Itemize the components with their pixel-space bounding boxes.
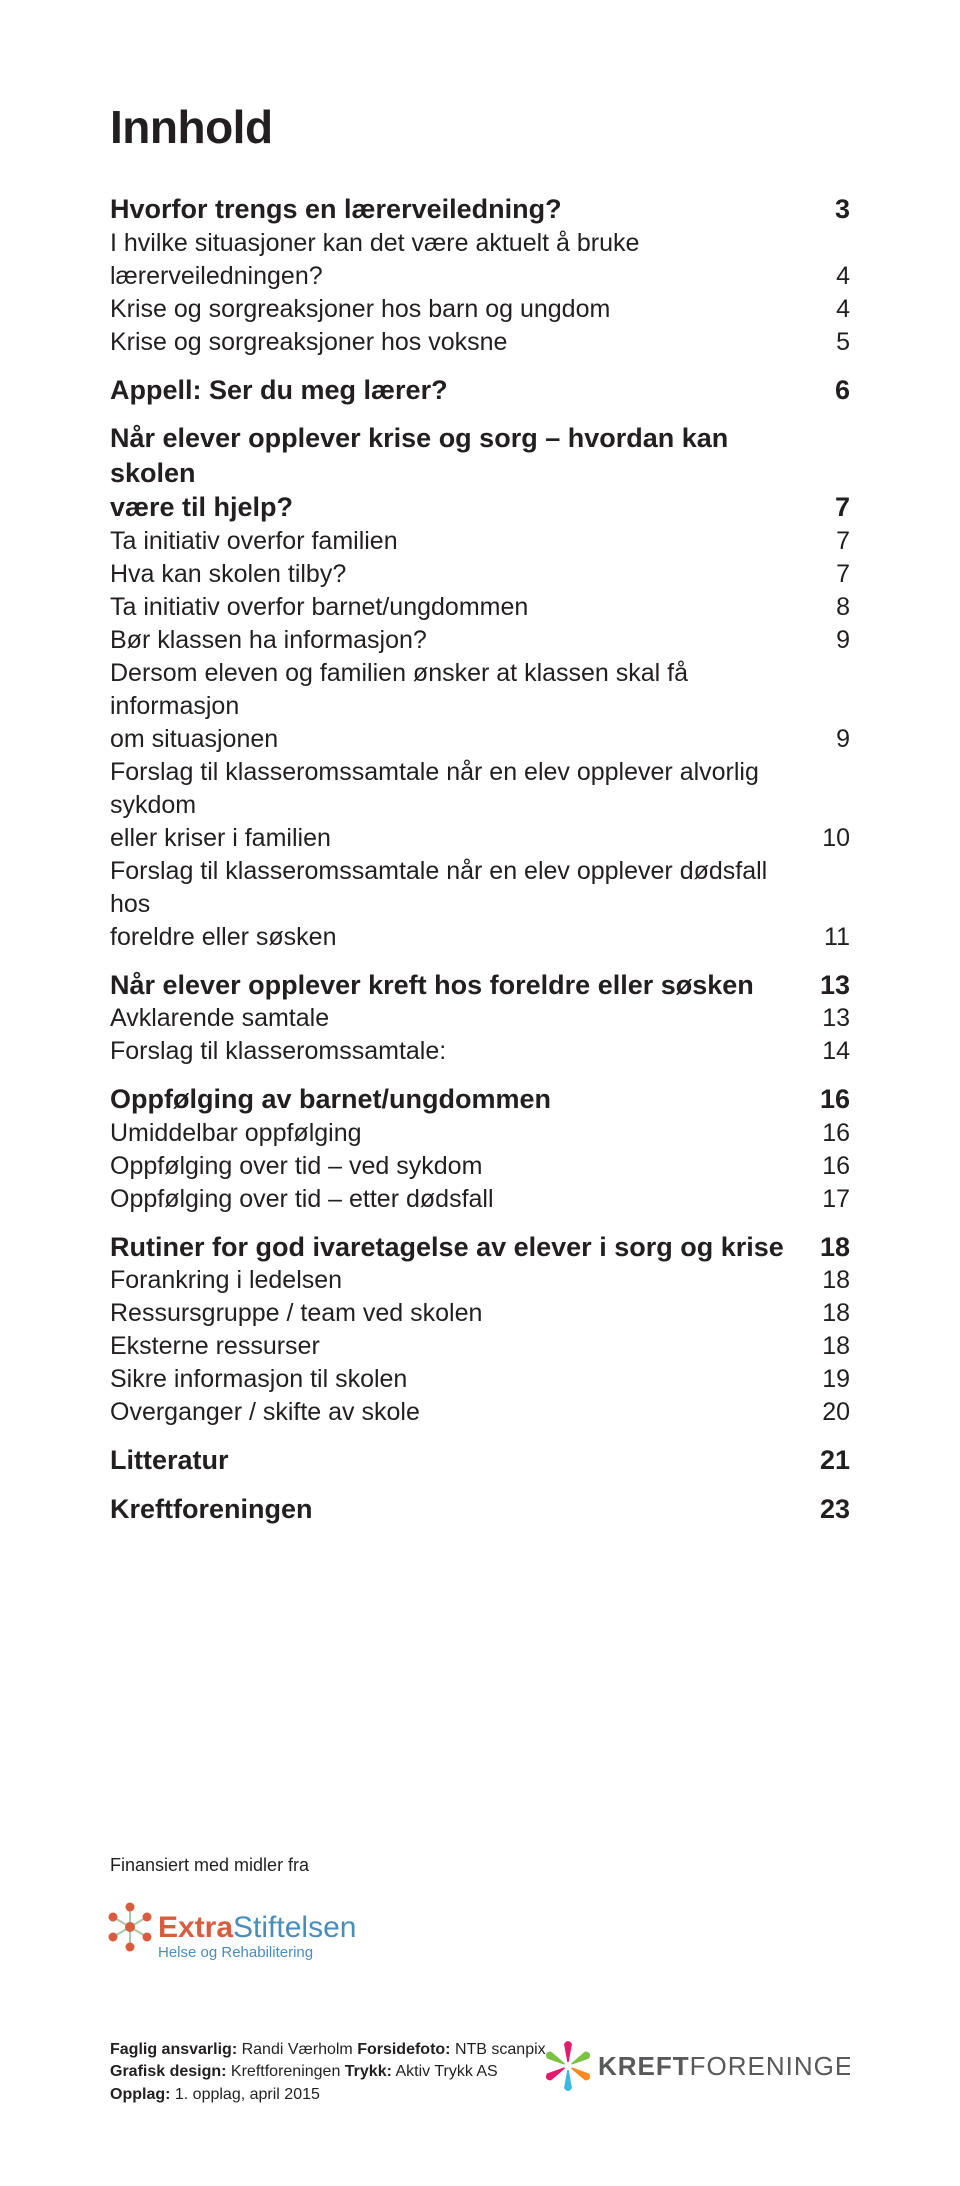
toc-subitem: I hvilke situasjoner kan det være aktuel… — [110, 227, 850, 293]
toc-subitem: Oppfølging over tid – ved sykdom 16 — [110, 1150, 850, 1183]
toc-subitem: Forslag til klasseromssamtale når en ele… — [110, 756, 850, 855]
credits-line-3: Opplag: 1. opplag, april 2015 — [110, 2084, 546, 2106]
toc-label: Eksterne ressurser — [110, 1330, 340, 1363]
toc-label: Kreftforeningen — [110, 1492, 333, 1527]
toc-subitem: Forslag til klasseromssamtale: 14 — [110, 1035, 850, 1068]
toc-label: Oppfølging over tid – etter dødsfall — [110, 1183, 514, 1216]
toc-page-number: 5 — [810, 326, 850, 359]
toc-label: Overganger / skifte av skole — [110, 1396, 440, 1429]
publication-credits: Faglig ansvarlig: Randi Værholm Forsidef… — [110, 2039, 546, 2106]
toc-label: Litteratur — [110, 1443, 249, 1478]
toc-label: Ressursgruppe / team ved skolen — [110, 1297, 502, 1330]
toc-page-number: 7 — [810, 490, 850, 525]
toc-label: Krise og sorgreaksjoner hos barn og ungd… — [110, 293, 630, 326]
svg-text:Helse og Rehabilitering: Helse og Rehabilitering — [158, 1944, 313, 1961]
toc-subitem: Overganger / skifte av skole 20 — [110, 1396, 850, 1429]
toc-subitem: Umiddelbar oppfølging 16 — [110, 1117, 850, 1150]
toc-label: Forankring i ledelsen — [110, 1264, 362, 1297]
toc-page-number: 23 — [810, 1492, 850, 1527]
toc-subitem: Avklarende samtale 13 — [110, 1002, 850, 1035]
toc-page-number: 8 — [810, 591, 850, 624]
toc-label: Forslag til klasseromssamtale når en ele… — [110, 756, 810, 855]
table-of-contents: Hvorfor trengs en lærerveiledning? 3I hvi… — [110, 192, 850, 1526]
toc-heading: Kreftforeningen 23 — [110, 1492, 850, 1527]
toc-page-number: 9 — [810, 624, 850, 657]
toc-page-number: 7 — [810, 558, 850, 591]
toc-label: Umiddelbar oppfølging — [110, 1117, 382, 1150]
toc-label: Krise og sorgreaksjoner hos voksne — [110, 326, 527, 359]
toc-label: Når elever opplever krise og sorg – hvor… — [110, 421, 810, 525]
toc-page-number: 18 — [810, 1264, 850, 1297]
toc-label: Sikre informasjon til skolen — [110, 1363, 427, 1396]
toc-subitem: Eksterne ressurser 18 — [110, 1330, 850, 1363]
toc-page-number: 19 — [810, 1363, 850, 1396]
toc-label: Appell: Ser du meg lærer? — [110, 373, 468, 408]
toc-page-number: 16 — [810, 1117, 850, 1150]
toc-page-number: 4 — [810, 260, 850, 293]
toc-label: I hvilke situasjoner kan det være aktuel… — [110, 227, 810, 293]
toc-label: Rutiner for god ivaretagelse av elever i… — [110, 1230, 804, 1265]
toc-label: Oppfølging av barnet/ungdommen — [110, 1082, 571, 1117]
financed-by-label: Finansiert med midler fra — [110, 1855, 309, 1876]
toc-label: Forslag til klasseromssamtale: — [110, 1035, 466, 1068]
toc-page-number: 21 — [810, 1443, 850, 1478]
toc-heading: Oppfølging av barnet/ungdommen 16 — [110, 1082, 850, 1117]
toc-subitem: Krise og sorgreaksjoner hos voksne 5 — [110, 326, 850, 359]
toc-page-number: 10 — [810, 822, 850, 855]
toc-subitem: Bør klassen ha informasjon? 9 — [110, 624, 850, 657]
toc-subitem: Oppfølging over tid – etter dødsfall 17 — [110, 1183, 850, 1216]
toc-subitem: Krise og sorgreaksjoner hos barn og ungd… — [110, 293, 850, 326]
toc-page-number: 18 — [810, 1330, 850, 1363]
toc-page-number: 3 — [810, 192, 850, 227]
toc-page-number: 16 — [810, 1082, 850, 1117]
toc-label: Avklarende samtale — [110, 1002, 349, 1035]
toc-label: Forslag til klasseromssamtale når en ele… — [110, 855, 810, 954]
page-title: Innhold — [110, 100, 850, 154]
toc-page-number: 13 — [810, 1002, 850, 1035]
toc-subitem: Sikre informasjon til skolen 19 — [110, 1363, 850, 1396]
kreftforeningen-logo: KREFTFORENINGEN — [540, 2031, 850, 2106]
toc-page-number: 18 — [810, 1230, 850, 1265]
toc-subitem: Forankring i ledelsen 18 — [110, 1264, 850, 1297]
svg-text:ExtraStiftelsen: ExtraStiftelsen — [158, 1911, 356, 1944]
toc-heading: Når elever opplever krise og sorg – hvor… — [110, 421, 850, 525]
toc-page-number: 20 — [810, 1396, 850, 1429]
toc-subitem: Dersom eleven og familien ønsker at klas… — [110, 657, 850, 756]
toc-label: Hvorfor trengs en lærerveiledning? — [110, 192, 582, 227]
toc-page-number: 11 — [810, 921, 850, 954]
toc-page-number: 14 — [810, 1035, 850, 1068]
toc-heading: Appell: Ser du meg lærer? 6 — [110, 373, 850, 408]
toc-page-number: 9 — [810, 723, 850, 756]
toc-heading: Hvorfor trengs en lærerveiledning? 3 — [110, 192, 850, 227]
toc-label: Når elever opplever kreft hos foreldre e… — [110, 968, 774, 1003]
credits-line-1: Faglig ansvarlig: Randi Værholm Forsidef… — [110, 2039, 546, 2061]
toc-page-number: 16 — [810, 1150, 850, 1183]
toc-label: Hva kan skolen tilby? — [110, 558, 366, 591]
toc-subitem: Ta initiativ overfor barnet/ungdommen 8 — [110, 591, 850, 624]
toc-subitem: Forslag til klasseromssamtale når en ele… — [110, 855, 850, 954]
toc-subitem: Ressursgruppe / team ved skolen 18 — [110, 1297, 850, 1330]
toc-label: Oppfølging over tid – ved sykdom — [110, 1150, 502, 1183]
extrastiftelsen-logo: ExtraStiftelsen Helse og Rehabilitering — [108, 1891, 408, 1986]
toc-page-number: 17 — [810, 1183, 850, 1216]
toc-page-number: 13 — [810, 968, 850, 1003]
toc-label: Dersom eleven og familien ønsker at klas… — [110, 657, 810, 756]
toc-label: Ta initiativ overfor familien — [110, 525, 418, 558]
toc-label: Ta initiativ overfor barnet/ungdommen — [110, 591, 548, 624]
toc-page-number: 7 — [810, 525, 850, 558]
toc-label: Bør klassen ha informasjon? — [110, 624, 447, 657]
credits-line-2: Grafisk design: Kreftforeningen Trykk: A… — [110, 2061, 546, 2083]
toc-subitem: Hva kan skolen tilby? 7 — [110, 558, 850, 591]
toc-subitem: Ta initiativ overfor familien 7 — [110, 525, 850, 558]
toc-page-number: 4 — [810, 293, 850, 326]
toc-heading: Litteratur 21 — [110, 1443, 850, 1478]
toc-heading: Når elever opplever kreft hos foreldre e… — [110, 968, 850, 1003]
toc-page-number: 18 — [810, 1297, 850, 1330]
svg-text:KREFTFORENINGEN: KREFTFORENINGEN — [598, 2051, 850, 2081]
toc-page-number: 6 — [810, 373, 850, 408]
toc-heading: Rutiner for god ivaretagelse av elever i… — [110, 1230, 850, 1265]
